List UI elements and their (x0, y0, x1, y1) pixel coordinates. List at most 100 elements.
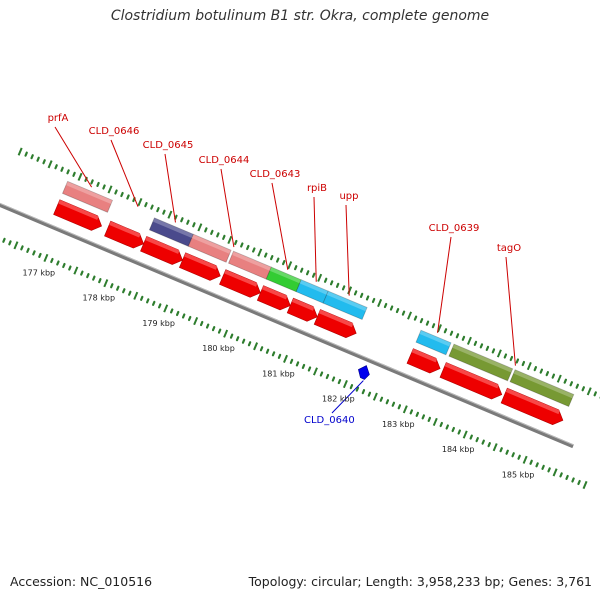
lower-tick (103, 279, 109, 288)
upper-tick (503, 353, 508, 359)
upper-tick (114, 189, 118, 195)
lower-tick (469, 434, 473, 440)
lower-tick (122, 288, 126, 294)
upper-tick (389, 305, 394, 311)
lower-tick (86, 273, 90, 279)
lower-tick (223, 329, 229, 338)
upper-tick (443, 328, 448, 334)
red-arrow-highlight (224, 269, 258, 287)
gene-bar (448, 343, 514, 382)
lower-tick (295, 361, 300, 367)
gene-bar-highlight (299, 279, 329, 295)
lower-tick (98, 278, 102, 284)
lower-tick (8, 240, 12, 246)
gene-bar-highlight (66, 181, 113, 204)
upper-tick (107, 185, 113, 194)
lower-tick (492, 443, 498, 452)
upper-tick (485, 345, 490, 351)
lower-tick (451, 426, 455, 433)
lower-tick (432, 417, 438, 427)
gene-label: rpiB (307, 183, 327, 194)
scale-label: 181 kbp (262, 369, 295, 378)
upper-tick (569, 381, 573, 387)
upper-tick (197, 223, 203, 232)
upper-tick (575, 383, 579, 389)
gene-bar-highlight (269, 267, 302, 284)
upper-tick (377, 298, 383, 308)
lower-tick (331, 376, 336, 382)
lower-tick (62, 262, 66, 269)
upper-tick (551, 373, 556, 379)
gene-bar (509, 369, 575, 408)
upper-tick (137, 198, 143, 207)
map-title: Clostridium botulinum B1 str. Okra, comp… (110, 8, 490, 24)
lower-tick (481, 439, 485, 445)
gene-bar-highlight (452, 344, 513, 373)
scale-label: 184 kbp (442, 445, 475, 454)
lower-tick (73, 266, 79, 275)
callout-line (110, 139, 139, 207)
upper-tick (246, 244, 250, 251)
lower-tick (499, 447, 503, 453)
red-arrow-highlight (145, 236, 180, 254)
lower-tick (565, 474, 569, 481)
lower-tick (181, 313, 186, 319)
callout-line (345, 204, 350, 296)
minus-strand-marker (358, 365, 370, 380)
upper-tick (526, 361, 532, 371)
lower-tick (217, 328, 222, 334)
upper-tick (419, 318, 424, 324)
lower-tick (235, 336, 240, 342)
upper-tick (341, 285, 346, 291)
upper-tick (167, 210, 173, 219)
upper-tick (539, 368, 544, 374)
upper-tick (276, 257, 280, 263)
lower-tick (415, 411, 420, 417)
lower-tick (38, 252, 42, 259)
upper-tick (234, 239, 238, 246)
upper-tick (126, 194, 130, 200)
lower-tick (385, 399, 390, 405)
lower-tick (559, 472, 563, 478)
scale-label: 180 kbp (202, 344, 235, 353)
lower-tick (265, 348, 270, 354)
upper-tick (431, 323, 436, 329)
upper-tick (293, 265, 298, 271)
upper-tick (425, 320, 430, 326)
scale-label: 179 kbp (142, 319, 175, 328)
upper-tick (252, 247, 256, 253)
upper-tick (509, 355, 514, 362)
gene-bar-highlight (326, 291, 368, 312)
lower-tick (32, 250, 36, 256)
upper-tick (395, 307, 400, 314)
gene-label: CLD_0644 (199, 155, 250, 166)
lower-tick (277, 353, 282, 359)
scale-label: 182 kbp (322, 395, 355, 404)
upper-tick (317, 273, 323, 282)
upper-tick (353, 290, 358, 296)
upper-tick (54, 164, 58, 170)
upper-tick (270, 255, 274, 261)
gene-label: prfA (48, 113, 69, 124)
upper-tick (30, 154, 34, 160)
lower-tick (43, 253, 49, 263)
red-arrow-highlight (58, 199, 99, 220)
lower-tick (163, 304, 169, 313)
lower-tick (289, 358, 294, 364)
upper-tick (180, 217, 184, 223)
lower-tick (205, 323, 210, 329)
lower-tick (529, 459, 533, 465)
upper-tick (120, 191, 124, 198)
upper-tick (455, 333, 460, 339)
upper-tick (515, 358, 520, 364)
upper-tick (581, 386, 585, 392)
callout-line (437, 236, 452, 333)
upper-tick (210, 229, 214, 235)
upper-tick (383, 302, 388, 309)
lower-tick (301, 363, 306, 370)
lower-tick (319, 371, 324, 377)
callout-line (313, 196, 317, 282)
upper-tick (77, 172, 83, 181)
gene-bar-highlight (152, 217, 194, 238)
callout-line (271, 182, 289, 270)
